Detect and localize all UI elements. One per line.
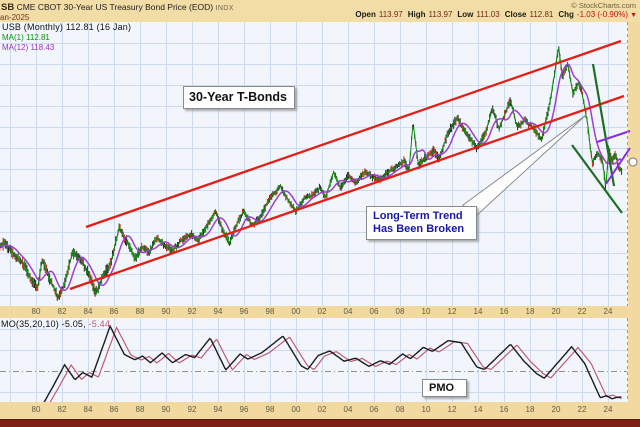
x-axis-label: 14 [473,307,483,316]
x-axis-label: 08 [395,405,405,414]
right-axis-gutter [628,22,640,419]
tbonds-label-text: 30-Year T-Bonds [189,90,287,104]
pmo-legend-value: MO(35,20,10) -5.05, [1,319,86,329]
x-axis-label: 02 [317,307,327,316]
ma12-line [0,63,623,292]
tail-purple-line-lower [605,147,631,185]
legend-symbol-value: USB (Monthly) 112.81 (16 Jan) [2,22,132,32]
pmo-signal-line [49,326,622,402]
x-axis-label: 04 [343,307,353,316]
x-axis-label: 22 [577,405,587,414]
pmo-legend: MO(35,20,10) -5.05, -5.44 [1,319,110,329]
x-axis-label: 08 [395,307,405,316]
quote-label: Close [504,10,527,19]
breakdown-green-line-1 [591,63,616,187]
x-axis-label: 92 [187,405,197,414]
pmo-line [43,324,622,402]
x-axis-label: 12 [447,307,457,316]
x-axis-label: 18 [525,405,535,414]
x-axis-label: 96 [239,307,249,316]
trend-broken-callout-box: Long-Term Trend Has Been Broken [366,206,477,240]
candlestick-series [0,46,623,301]
x-axis-label: 90 [161,405,171,414]
chart-header: SB CME CBOT 30-Year US Treasury Bond Pri… [0,0,640,23]
pmo-legend-signal-value: -5.44 [85,319,111,329]
x-axis-label: 16 [499,307,509,316]
x-axis-label: 86 [109,405,119,414]
breakdown-green-line-2 [571,144,623,214]
quote-label: Chg [558,10,574,19]
quote-label: High [407,10,426,19]
x-axis-label: 96 [239,405,249,414]
annotation-endpoint-handle [628,157,638,167]
x-axis-label: 24 [603,307,613,316]
quote-value: 113.97 [378,10,403,19]
pmo-label-box: PMO [422,379,467,397]
quote-value: 111.03 [476,10,500,19]
x-axis-label: 94 [213,405,223,414]
x-axis-label: 06 [369,405,379,414]
x-axis-label: 06 [369,307,379,316]
bottom-border-strip [0,419,640,427]
x-axis-label: 88 [135,405,145,414]
x-axis-label: 12 [447,405,457,414]
copyright-text: © StockCharts.com [571,1,636,10]
quote-value: -1.03 (-0.90%) [576,10,629,19]
legend-ma12: MA(12) 118.43 [2,43,55,52]
main-gridlines [0,22,627,306]
x-axis-label: 92 [187,307,197,316]
pmo-label-text: PMO [429,382,455,394]
legend-ma1: MA(1) 112.81 [2,33,50,42]
x-axis-label: 84 [83,307,93,316]
exchange-tag: INDX [215,5,234,12]
x-axis-label: 90 [161,307,171,316]
x-axis-pmo: 80 82 84 86 88 90 92 94 96 98 00 02 04 06 08 10 12 14 16 18… [0,402,640,419]
x-axis-label: 20 [551,307,561,316]
x-axis-label: 00 [291,307,301,316]
x-axis-label: 86 [109,307,119,316]
x-axis-label: 18 [525,307,535,316]
callout-text-line2: Has Been Broken [373,223,465,235]
x-axis-label: 10 [421,405,431,414]
x-axis-label: 80 [31,405,41,414]
main-legend: USB (Monthly) 112.81 (16 Jan) MA(1) 112.… [2,22,132,53]
quote-value: 112.81 [529,10,554,19]
quote-label: Low [457,10,474,19]
x-axis-label: 00 [291,405,301,414]
x-axis-label: 16 [499,405,509,414]
price-chart-canvas [0,22,638,306]
channel-lower-trendline [69,94,625,291]
x-axis-label: 02 [317,405,327,414]
x-axis-label: 80 [31,307,41,316]
callout-text-line1: Long-Term Trend [373,210,463,222]
x-axis-label: 20 [551,405,561,414]
chart-title: SB CME CBOT 30-Year US Treasury Bond Pri… [1,2,234,13]
x-axis-label: 94 [213,307,223,316]
pmo-chart-canvas [0,318,628,402]
x-axis-main: 80 82 84 86 88 90 92 94 96 98 00 02 04 06 08 10 12 14 16 18… [0,306,640,318]
x-axis-label: 88 [135,307,145,316]
x-axis-label: 04 [343,405,353,414]
x-axis-label: 82 [57,307,67,316]
chart-date: an-2025 [0,13,30,22]
down-arrow-icon: ▼ [630,12,637,19]
x-axis-label: 14 [473,405,483,414]
x-axis-label: 84 [83,405,93,414]
tbonds-label-box: 30-Year T-Bonds [183,86,295,109]
ohlc-quote-row: Open 113.97 High 113.97 Low 111.03 Close 112.81… [350,10,637,19]
pmo-gridlines [0,318,627,402]
x-axis-label: 24 [603,405,613,414]
ticker-symbol: SB [1,2,15,13]
tail-purple-line-upper [596,130,631,143]
channel-upper-trendline [85,39,622,229]
quote-label: Open [355,10,376,19]
x-axis-label: 82 [57,405,67,414]
x-axis-label: 98 [265,307,275,316]
x-axis-label: 22 [577,307,587,316]
quote-value: 113.97 [428,10,453,19]
x-axis-label: 10 [421,307,431,316]
x-axis-label: 98 [265,405,275,414]
chart-title-text: CME CBOT 30-Year US Treasury Bond Price … [16,2,214,12]
